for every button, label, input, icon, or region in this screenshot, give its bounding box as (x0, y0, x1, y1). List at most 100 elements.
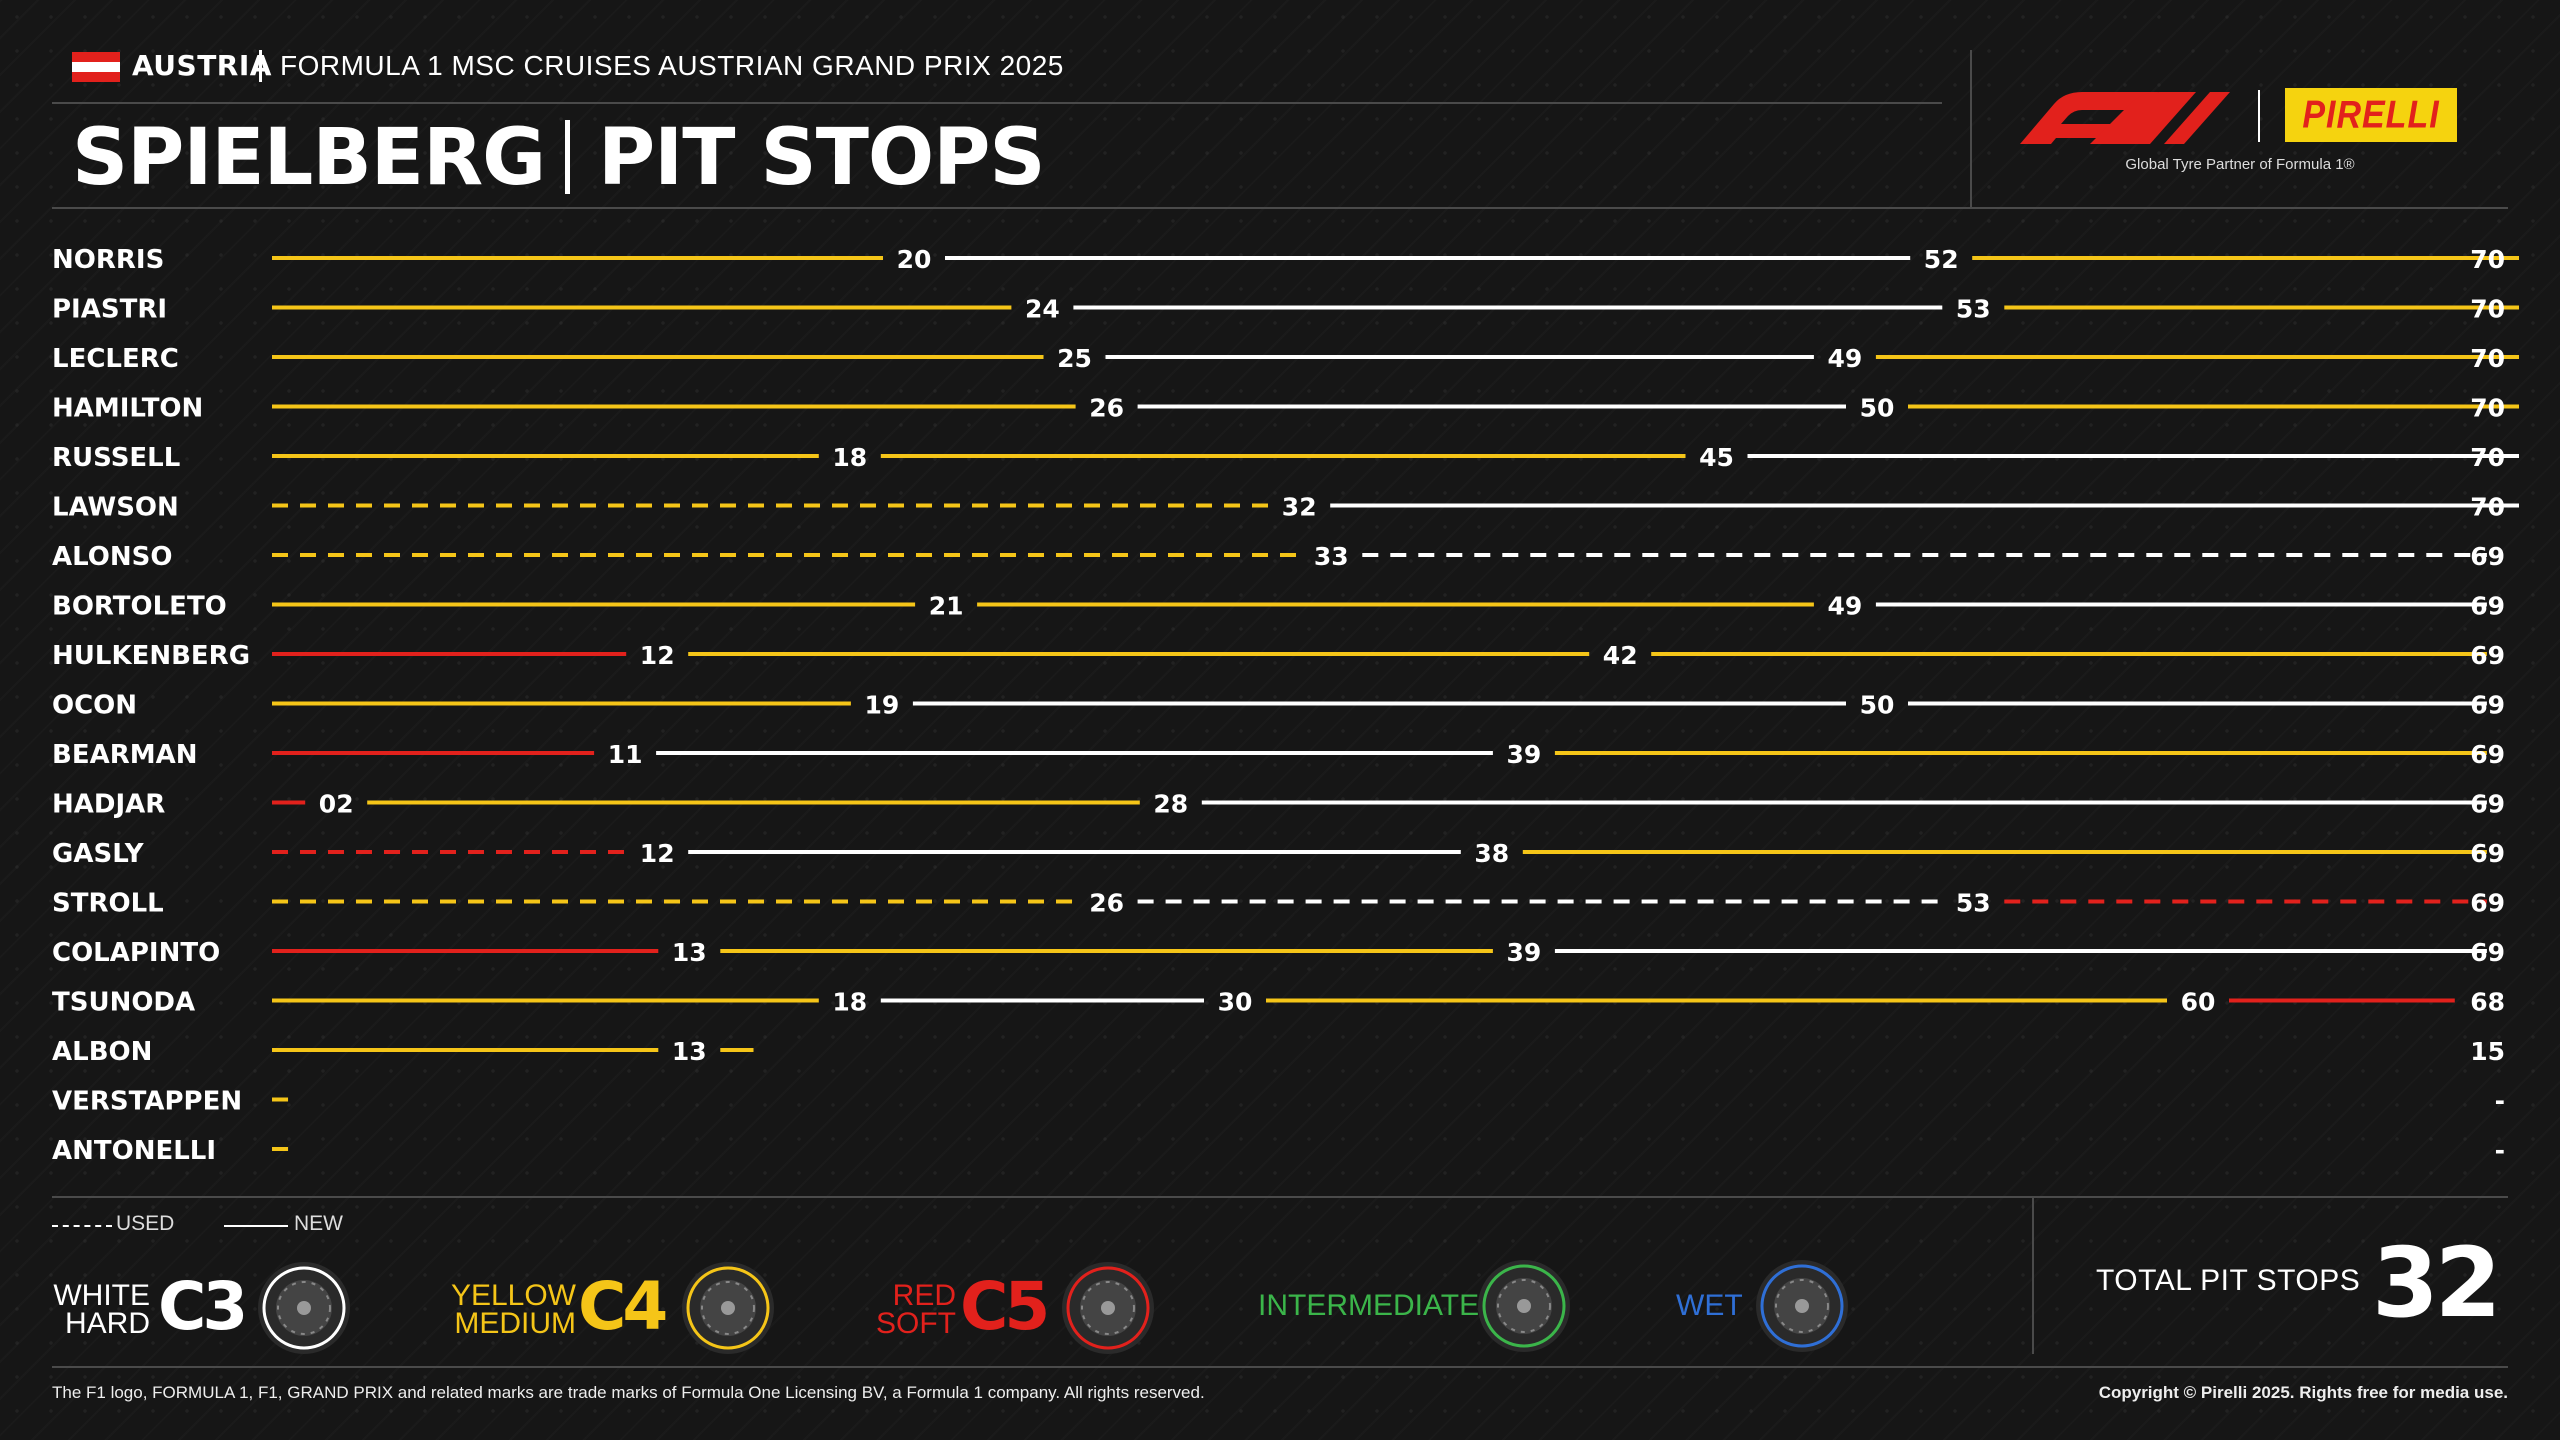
pit-lap-label: 12 (640, 839, 675, 868)
total-laps-label: 69 (2470, 691, 2505, 720)
total-laps-label: 69 (2470, 839, 2505, 868)
total-laps-label: - (2495, 1136, 2505, 1165)
pit-lap-label: 53 (1956, 889, 1991, 918)
pit-lap-label: 12 (640, 641, 675, 670)
total-laps-label: 70 (2470, 295, 2505, 324)
driver-name: STROLL (52, 889, 164, 919)
header-vertical-divider (1970, 50, 1972, 208)
legend-vertical-divider (2032, 1198, 2034, 1354)
pit-lap-label: 18 (832, 988, 867, 1017)
driver-name: GASLY (52, 839, 145, 869)
pit-lap-label: 50 (1860, 394, 1895, 423)
pit-stop-chart: NORRIS 20 52 70 PIASTRI 24 53 70 LECLERC 25 49 70 HA… (52, 245, 2519, 1166)
total-pit-stops-label: TOTAL PIT STOPS (2096, 1264, 2361, 1297)
driver-name: HAMILTON (52, 394, 203, 424)
driver-name: BEARMAN (52, 740, 197, 770)
legend-used-label: USED (116, 1212, 175, 1235)
pit-lap-label: 11 (608, 740, 643, 769)
hard-tyre-icon (258, 1262, 350, 1354)
pit-lap-label: 39 (1507, 740, 1542, 769)
total-laps-label: 69 (2470, 740, 2505, 769)
driver-name: HULKENBERG (52, 641, 250, 671)
pit-lap-label: 19 (865, 691, 900, 720)
total-laps-label: 69 (2470, 641, 2505, 670)
hard-compound-name: WHITE HARD (44, 1281, 150, 1340)
pit-lap-label: 33 (1314, 542, 1349, 571)
driver-name: HADJAR (52, 790, 165, 820)
header-rule (52, 102, 1942, 104)
pit-lap-label: 53 (1956, 295, 1991, 324)
total-laps-label: 69 (2470, 938, 2505, 967)
pit-lap-label: 38 (1474, 839, 1509, 868)
pit-lap-label: 39 (1507, 938, 1542, 967)
pit-lap-label: 60 (2181, 988, 2216, 1017)
driver-name: PIASTRI (52, 295, 167, 325)
total-laps-label: 69 (2470, 592, 2505, 621)
page-title-topic: PIT STOPS (598, 113, 1046, 203)
legend-new-label: NEW (294, 1212, 343, 1235)
footer-rule (52, 1366, 2508, 1368)
logo-separator (2258, 90, 2260, 142)
legend-rule (52, 1196, 2508, 1198)
total-laps-label: 15 (2470, 1037, 2505, 1066)
austria-flag-icon (72, 52, 120, 82)
driver-name: ALBON (52, 1037, 152, 1067)
total-laps-label: 70 (2470, 443, 2505, 472)
total-laps-label: 70 (2470, 394, 2505, 423)
medium-compound-code: C4 (578, 1268, 668, 1345)
pit-lap-label: 24 (1025, 295, 1060, 324)
hard-compound-code: C3 (158, 1268, 248, 1345)
new-solid-line-icon (224, 1225, 288, 1227)
header-separator (259, 50, 262, 82)
country-label: AUSTRIA (132, 49, 272, 82)
driver-name: ALONSO (52, 542, 172, 572)
pit-lap-label: 21 (929, 592, 964, 621)
driver-name: ANTONELLI (52, 1136, 216, 1166)
soft-type-label: SOFT (876, 1307, 956, 1340)
intermediate-label: INTERMEDIATE (1258, 1289, 1480, 1322)
total-laps-label: - (2495, 1087, 2505, 1116)
total-laps-label: 68 (2470, 988, 2505, 1017)
pit-lap-label: 30 (1218, 988, 1253, 1017)
driver-name: COLAPINTO (52, 938, 220, 968)
pit-lap-label: 52 (1924, 245, 1959, 274)
pit-lap-label: 25 (1057, 344, 1092, 373)
pit-lap-label: 18 (832, 443, 867, 472)
pit-lap-label: 26 (1089, 394, 1124, 423)
soft-compound-code: C5 (960, 1268, 1050, 1345)
driver-name: TSUNODA (52, 988, 195, 1018)
total-laps-label: 69 (2470, 542, 2505, 571)
soft-color-label: RED (892, 1279, 956, 1312)
pit-lap-label: 02 (319, 790, 354, 819)
total-laps-label: 69 (2470, 889, 2505, 918)
copyright-notice: Copyright © Pirelli 2025. Rights free fo… (2098, 1383, 2508, 1402)
soft-tyre-icon (1062, 1262, 1154, 1354)
hard-type-label: HARD (64, 1307, 150, 1340)
driver-name: RUSSELL (52, 443, 180, 473)
pit-lap-label: 32 (1282, 493, 1317, 522)
wet-tyre-icon (1756, 1260, 1848, 1352)
total-laps-label: 70 (2470, 245, 2505, 274)
page-title-venue: SPIELBERG (72, 113, 546, 203)
intermediate-tyre-icon (1478, 1260, 1570, 1352)
driver-name: NORRIS (52, 245, 164, 275)
pit-lap-label: 28 (1153, 790, 1188, 819)
pit-lap-label: 26 (1089, 889, 1124, 918)
pit-lap-label: 45 (1699, 443, 1734, 472)
used-dashed-line-icon (52, 1225, 112, 1227)
header-bottom-rule (52, 207, 2508, 209)
total-laps-label: 69 (2470, 790, 2505, 819)
pit-lap-label: 49 (1828, 592, 1863, 621)
pit-lap-label: 20 (897, 245, 932, 274)
total-pit-stops-value: 32 (2372, 1227, 2502, 1339)
driver-name: LECLERC (52, 344, 179, 374)
pit-lap-label: 13 (672, 938, 707, 967)
f1-logo-icon (2020, 92, 2230, 144)
pit-lap-label: 42 (1603, 641, 1638, 670)
pit-lap-label: 50 (1860, 691, 1895, 720)
pirelli-wordmark: PIRELLI (2302, 92, 2440, 137)
driver-name: BORTOLETO (52, 592, 227, 622)
medium-tyre-icon (682, 1262, 774, 1354)
medium-compound-name: YELLOW MEDIUM (440, 1281, 576, 1339)
trademark-notice: The F1 logo, FORMULA 1, F1, GRAND PRIX a… (52, 1383, 1205, 1402)
